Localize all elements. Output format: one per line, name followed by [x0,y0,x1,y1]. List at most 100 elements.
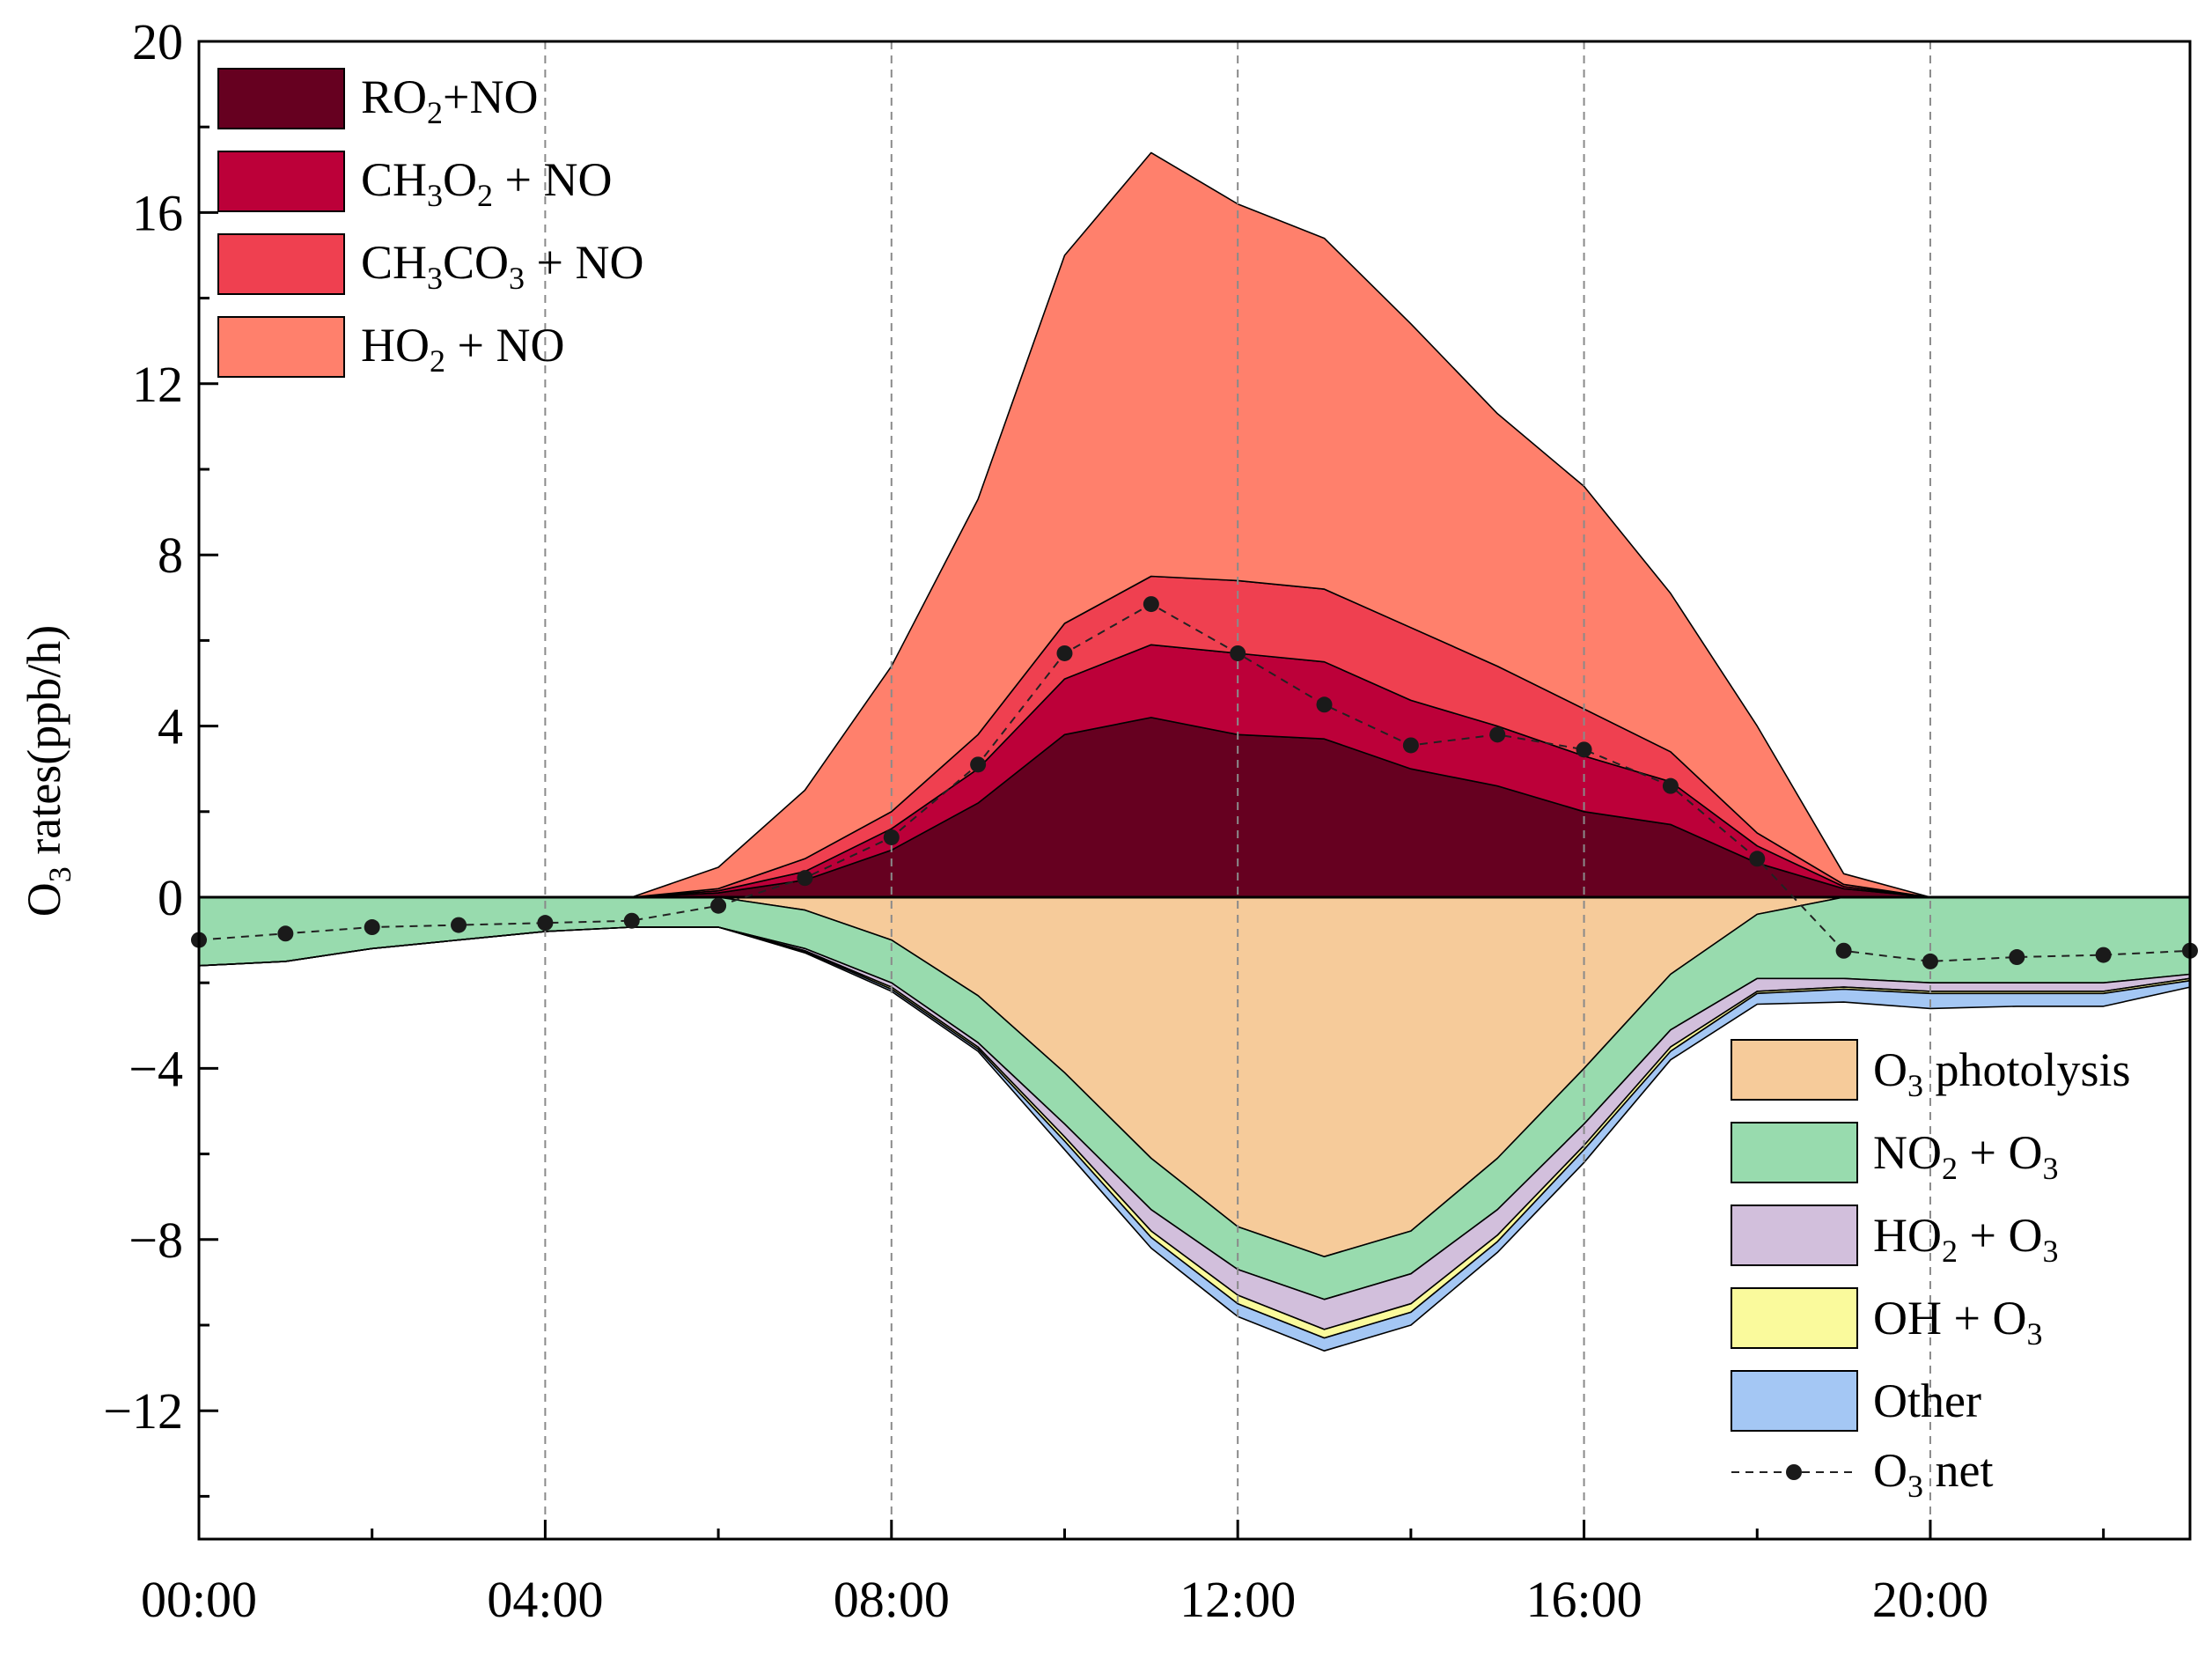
net-point [2009,949,2025,966]
legend-text-part: photolysis [1923,1043,2131,1096]
legend-label: NO2 + O3 [1873,1126,2058,1186]
legend-text-part: 2 [430,343,445,379]
legend-swatch [1731,1205,1858,1266]
legend-text-part: CH [361,153,427,206]
net-point [1662,777,1679,794]
legend-item-oh-o3: OH + O3 [1731,1287,2042,1352]
legend-swatch [1731,1122,1858,1183]
legend-text-part: 3 [2026,1316,2042,1352]
legend-label: Other [1873,1374,1981,1427]
x-tick-label: 16:00 [1526,1571,1642,1628]
x-tick-label: 20:00 [1872,1571,1988,1628]
net-point [1402,737,1419,754]
legend-text-part: CH [361,236,427,289]
legend-text-part: 3 [427,178,443,213]
legend-item-ro2-no: RO2+NO [217,68,538,130]
legend-label: CH3CO3 + NO [361,236,643,296]
legend-text-part: +NO [443,70,538,123]
y-tick-label: 8 [158,527,183,584]
net-point [2095,947,2112,963]
net-point [883,829,900,845]
legend-text-part: HO [1873,1209,1942,1262]
legend-label: OH + O3 [1873,1292,2042,1352]
y-tick-label: −8 [129,1212,183,1269]
y-tick-label: 4 [158,698,183,755]
net-point [1749,851,1766,867]
legend-text-part: 2 [427,95,443,130]
legend-label: RO2+NO [361,70,538,130]
x-tick-label: 08:00 [834,1571,950,1628]
legend-text-part: + NO [525,236,643,289]
legend-item-ho2-o3: HO2 + O3 [1731,1205,2058,1269]
legend-text-part: 3 [427,261,443,296]
net-point [710,897,727,914]
net-point [1576,741,1592,758]
legend-text-part: O [1873,1043,1907,1096]
legend-text-part: 3 [1907,1068,1923,1103]
net-point [1489,726,1506,743]
legend-text-part: 3 [2042,1151,2058,1186]
x-tick-label: 04:00 [487,1571,603,1628]
net-point [537,915,554,932]
legend-text-part: net [1923,1444,1993,1497]
net-point [451,917,467,933]
net-point [1922,953,1938,969]
legend-item-o3-photolysis: O3 photolysis [1731,1039,2131,1103]
gridline-layer [199,41,2190,1539]
legend-text-part: HO [361,319,430,372]
legend-text-part: 2 [1942,1234,1958,1269]
x-tick-label: 00:00 [141,1571,257,1628]
net-point [1230,645,1246,661]
legend-text-part: + O [1958,1209,2042,1262]
legend-text-part: 3 [1907,1469,1923,1504]
legend-swatch [217,316,345,378]
x-tick-label: 12:00 [1179,1571,1296,1628]
y-tick-label: 12 [132,356,183,413]
legend-text-part: + O [1958,1126,2042,1179]
legend-text-part: CO [443,236,509,289]
net-point [1143,596,1159,613]
net-point [277,925,294,942]
net-line-layer [191,596,2198,969]
legend-text-part: NO [1873,1126,1942,1179]
net-point [364,919,380,936]
legend-marker [1786,1464,1802,1480]
net-point [797,870,813,887]
net-line [198,602,2191,962]
net-point [1316,696,1333,713]
legend-text-part: + NO [445,319,564,372]
net-point [1056,645,1073,661]
legend-label: HO2 + NO [361,319,564,379]
legend-label: O3 net [1873,1444,1993,1504]
legend-text-part: 3 [2042,1234,2058,1269]
plot-frame [197,40,2192,1541]
area-ro2-no [198,717,2191,898]
legend-item-ch3o2-no: CH3O2 + NO [217,151,612,213]
legend-swatch [1731,1287,1858,1349]
legend-label: CH3O2 + NO [361,153,612,213]
legend-label: HO2 + O3 [1873,1209,2058,1269]
y-tick-label: −4 [129,1040,183,1097]
legend-swatch [217,68,345,129]
legend-swatch [217,233,345,295]
legend-swatch [1731,1039,1858,1101]
y-axis-title: O3 rates(ppb/h) [18,625,77,917]
y-tick-label: 20 [132,13,183,70]
legend-item-ch3co3-no: CH3CO3 + NO [217,233,643,296]
legend-item-ho2-no: HO2 + NO [217,316,564,379]
legend-text-part: 2 [1942,1151,1958,1186]
legend-text-part: O [1873,1444,1907,1497]
legend-text-part: + NO [493,153,612,206]
legend-swatch [217,151,345,212]
legend-text-part: O [443,153,477,206]
legend-text-part: 2 [477,178,493,213]
area-layer [198,151,2191,1352]
axes-layer: −12 −8 −4 0 4 8 12 16 20 00:00 04:00 08:00 12:00 16:0… [18,13,2192,1628]
legend-text-part: OH + O [1873,1292,2026,1345]
legend-label: O3 photolysis [1873,1043,2131,1103]
net-point [1835,942,1852,959]
legend-swatch [1731,1370,1858,1432]
